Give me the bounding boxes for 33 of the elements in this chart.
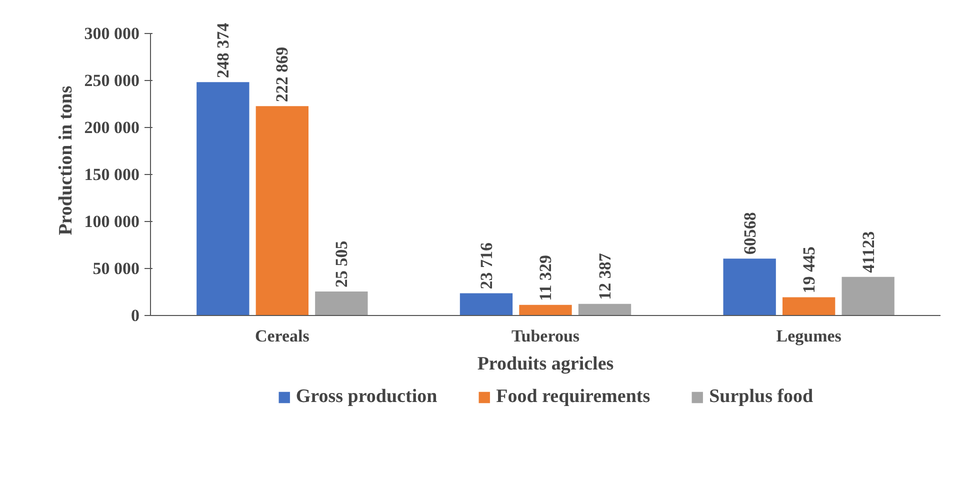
y-tick-label: 150 000 — [84, 165, 140, 184]
data-label: 222 869 — [272, 46, 292, 102]
data-label: 25 505 — [332, 240, 351, 288]
data-label: 248 374 — [213, 22, 232, 78]
legend-label: Surplus food — [709, 386, 814, 408]
bar — [519, 304, 572, 316]
y-tick-label: 100 000 — [84, 212, 140, 232]
data-label: 19 445 — [799, 246, 818, 294]
y-tick-label: 0 — [131, 306, 140, 325]
data-label: 23 716 — [476, 242, 496, 290]
bar — [196, 82, 250, 316]
y-tick-label: 200 000 — [84, 118, 140, 138]
data-label: 12 387 — [595, 252, 614, 300]
bar — [578, 304, 632, 316]
x-tick-label: Tuberous — [511, 326, 580, 346]
legend-label: Food requirements — [496, 386, 650, 408]
bar — [782, 297, 836, 316]
y-tick-label: 250 000 — [84, 71, 140, 90]
data-label: 60568 — [740, 212, 760, 255]
x-tick-label: Legumes — [776, 326, 842, 346]
legend-label: Gross production — [296, 386, 438, 408]
bar — [460, 293, 513, 316]
x-tick-label: Cereals — [254, 326, 310, 346]
bar — [842, 276, 894, 316]
y-tick-label: 300 000 — [84, 24, 140, 44]
bar — [723, 258, 776, 316]
data-label: 11 329 — [536, 255, 555, 301]
y-tick-label: 50 000 — [92, 259, 140, 278]
y-axis-title: Production in tons — [55, 86, 76, 236]
bar — [315, 292, 368, 316]
x-axis-title: Produits agricles — [477, 354, 614, 374]
bar — [256, 106, 308, 316]
data-label: 41123 — [859, 231, 878, 273]
